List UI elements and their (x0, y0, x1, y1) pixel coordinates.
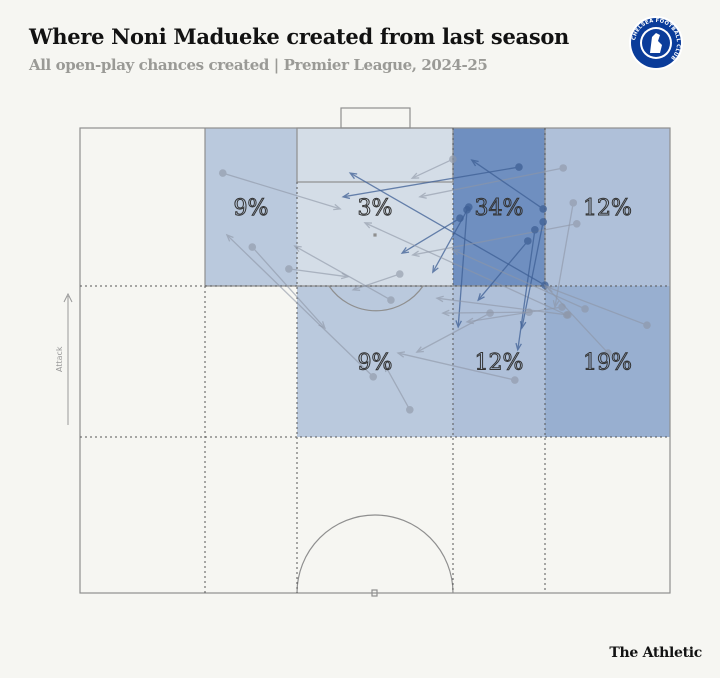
pass-arrow (396, 351, 519, 384)
arrowhead-icon (340, 272, 350, 280)
arrowhead-icon (515, 342, 522, 352)
zone-grid (80, 128, 670, 593)
pass-origin-dot (218, 169, 227, 177)
chart-subtitle: All open-play chances created | Premier … (29, 56, 488, 74)
pass-origin-dot (531, 226, 539, 234)
pass-origin-dot (515, 163, 523, 171)
arrowhead-icon (293, 245, 302, 253)
pass-arrow (552, 199, 578, 309)
arrowhead-icon (415, 346, 424, 353)
pass-arrow (455, 206, 471, 329)
pass-origin-dot (449, 155, 457, 163)
zone-wide-right (545, 286, 670, 437)
pass-arrow (543, 283, 612, 357)
pass-arrow (451, 249, 589, 313)
pass-origin-dot (581, 305, 589, 313)
arrowhead-icon (465, 317, 474, 325)
pass-arrow (418, 164, 568, 199)
pass-arrow (515, 226, 539, 352)
arrowhead-icon (470, 159, 479, 167)
pass-arrow (435, 295, 572, 319)
pass-origin-dot (539, 218, 547, 226)
arrowhead-icon (363, 222, 372, 229)
pass-origin-dot (395, 270, 404, 278)
arrowhead-icon (411, 250, 420, 258)
arrowhead-icon (418, 192, 427, 199)
pass-origin-dot (539, 205, 547, 213)
arrowhead-icon (384, 363, 391, 373)
arrowhead-icon (400, 247, 410, 254)
goal (340, 107, 411, 129)
pass-origin-dot (643, 321, 651, 329)
arrowhead-icon (410, 172, 420, 179)
pass-origin-dot (511, 376, 519, 384)
pass-arrow (411, 219, 581, 258)
pass-origin-dot (406, 405, 414, 414)
pass-arrow (384, 363, 414, 414)
chart-title: Where Noni Madueke created from last sea… (29, 24, 570, 49)
pass-arrow (218, 169, 342, 211)
centre-spot (371, 589, 378, 597)
arrowhead-icon (552, 300, 560, 309)
pass-arrow (293, 245, 395, 304)
zone-label-box-right: 34% (475, 196, 524, 221)
pass-arrow (477, 237, 532, 302)
pass-origin-dot (572, 219, 581, 228)
zone-label-box-left: 9% (234, 196, 269, 221)
arrowhead-icon (455, 320, 462, 329)
attack-label: Attack (55, 346, 64, 372)
zone-wide-right-final (545, 128, 670, 286)
arrowhead-icon (451, 249, 460, 256)
pass-arrow (400, 214, 464, 254)
centre-circle (296, 514, 454, 594)
pass-origin-dot (248, 243, 257, 251)
pass-origin-dot (604, 349, 612, 357)
pass-arrow (285, 265, 350, 280)
pass-origin-dot (285, 265, 293, 273)
pass-arrow (410, 155, 457, 179)
arrowhead-icon (441, 309, 450, 317)
penalty-spot (373, 233, 377, 237)
zone-label-wide-right-final: 12% (583, 196, 632, 221)
pass-origin-dot (369, 372, 378, 381)
zone-box-left (205, 128, 297, 286)
pass-origin-dot (569, 199, 578, 207)
arrowhead-icon (432, 265, 439, 274)
pass-arrow (470, 159, 547, 213)
arrowhead-icon (477, 293, 485, 302)
the-athletic-logo: The Athletic (609, 645, 702, 661)
arrowhead-icon (351, 284, 361, 291)
pass-arrow (225, 233, 378, 381)
arrowhead-icon (333, 203, 342, 211)
pass-origin-dot (463, 206, 471, 214)
pass-arrow (519, 218, 547, 330)
chelsea-crest-logo: CHELSEA FOOTBALL CLUB (629, 16, 683, 70)
arrowhead-icon (396, 351, 406, 358)
pass-origin-dot (559, 164, 568, 172)
zone-label-half-space-right: 12% (475, 351, 524, 376)
arrowhead-icon (435, 295, 444, 303)
pass-arrow (351, 270, 404, 291)
pass-origin-dot (564, 311, 572, 319)
pass-origin-dot (387, 296, 395, 304)
attack-direction: Attack (55, 292, 73, 425)
arrowhead-icon (341, 192, 351, 200)
pass-origin-dot (524, 237, 532, 245)
penalty-arc (328, 285, 424, 312)
arrowhead-icon (543, 283, 552, 292)
arrowhead-icon (348, 172, 358, 180)
arrowhead-icon (225, 233, 234, 242)
zone-box-centre (297, 128, 453, 286)
zone-label-box-centre: 3% (358, 196, 393, 221)
pass-origin-dot (456, 214, 464, 223)
zone-label-wide-right: 19% (583, 351, 632, 376)
zone-label-zone14: 9% (358, 351, 393, 376)
